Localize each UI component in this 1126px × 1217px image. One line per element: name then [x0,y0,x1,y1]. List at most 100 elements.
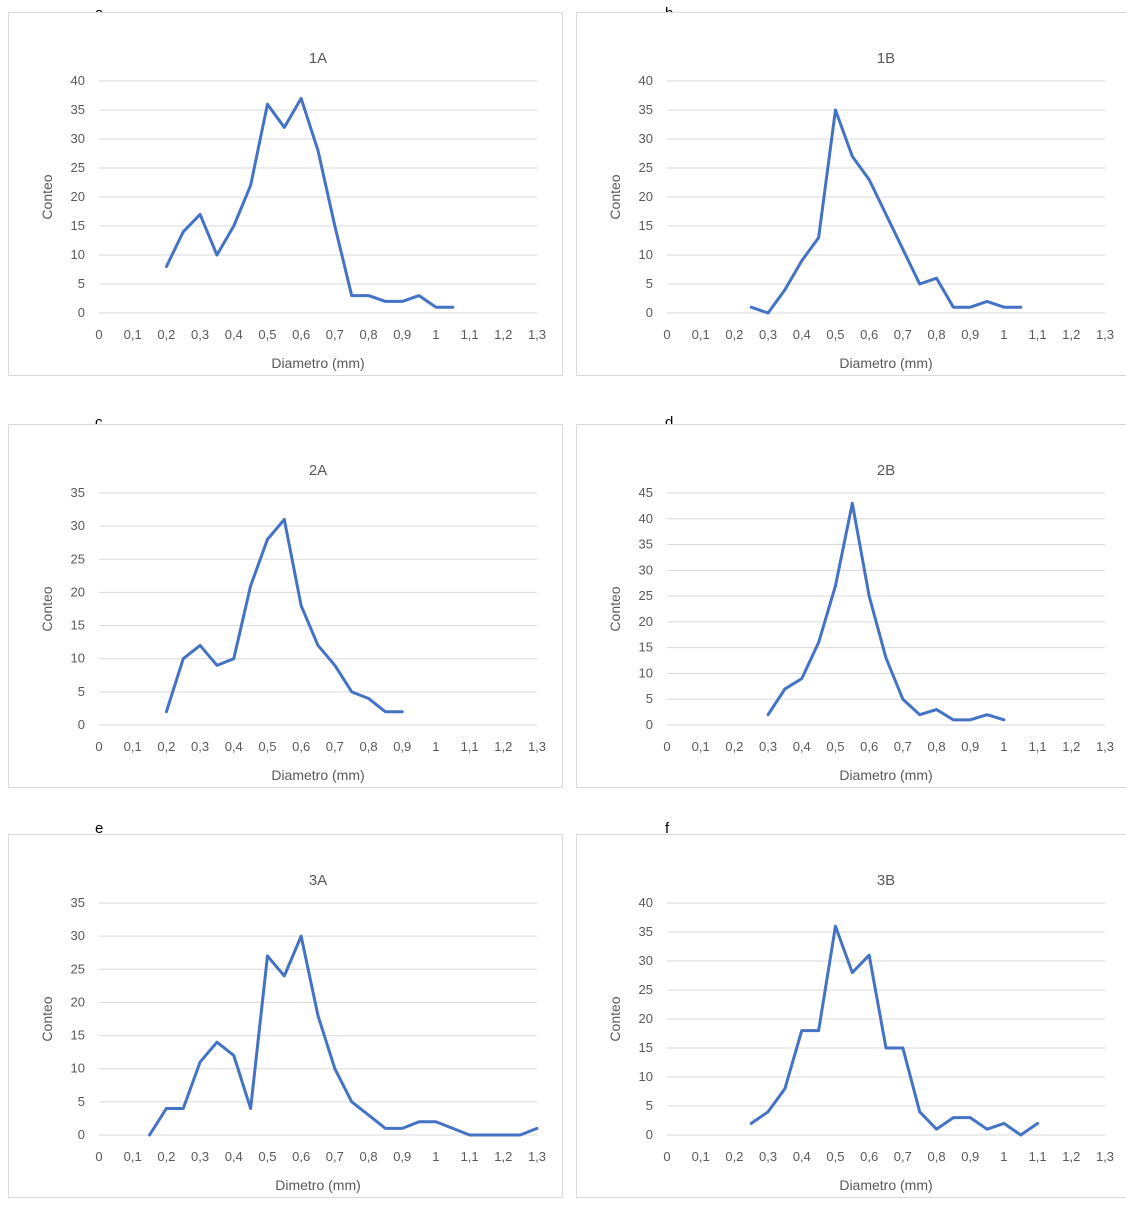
data-point [485,1133,488,1137]
x-tick-label: 0,7 [894,327,912,342]
data-point [165,710,168,713]
y-tick-label: 40 [71,73,85,88]
y-tick-label: 45 [639,485,653,500]
data-point [299,934,303,938]
data-point [952,306,955,309]
data-point [182,230,185,233]
y-tick-label: 20 [639,1011,653,1026]
y-axis-title: Conteo [39,996,55,1041]
x-tick-label: 0,5 [826,327,844,342]
y-axis-title: Conteo [607,586,623,631]
series-line [164,96,455,309]
x-tick-label: 0,6 [292,739,310,754]
data-point [985,713,989,716]
x-tick-label: 1,3 [1096,739,1114,754]
data-point [451,306,454,309]
x-tick-label: 0,4 [793,1149,811,1164]
y-tick-label: 5 [78,684,85,699]
data-point [867,594,871,598]
y-tick-label: 5 [646,1098,653,1113]
y-tick-label: 10 [639,1069,653,1084]
data-point [800,259,803,262]
x-tick-label: 0,8 [927,327,945,342]
x-tick-label: 1,3 [528,1149,546,1164]
y-tick-label: 25 [639,588,653,603]
x-tick-label: 0,9 [393,327,411,342]
data-point [884,656,888,660]
data-point [935,1128,938,1131]
y-tick-label: 25 [639,160,653,175]
chart-1a-svg: 1A 0 5 10 15 20 25 30 35 40 0 0,1 0,2 0,3 0,4 0,5 0,6 0,7… [39,50,546,371]
x-tick-label: 0,4 [225,1149,243,1164]
data-point [367,697,370,700]
x-tick-label: 0 [95,327,102,342]
data-point [952,1116,955,1119]
data-point [901,698,905,701]
data-point [333,664,337,667]
y-axis-title: Conteo [39,586,55,631]
data-point [266,954,269,958]
y-tick-label: 35 [71,485,85,500]
series-line [749,924,1040,1137]
x-tick-label: 0,9 [961,1149,979,1164]
x-tick-label: 1,1 [461,739,479,754]
x-tick-label: 0,2 [725,1149,743,1164]
y-tick-label: 0 [646,1127,653,1142]
data-point [266,538,269,541]
x-tick-label: 1,3 [528,327,546,342]
data-point [232,224,235,228]
data-point [417,1120,421,1123]
y-tick-label: 30 [639,953,653,968]
data-point [350,294,353,297]
data-point [316,149,320,152]
data-point [935,708,938,711]
chart-3a-svg: 3A 0 5 10 15 20 25 30 35 0 0,1 0,2 0,3 0,4 0,5 0,6 0,7 0,… [39,872,546,1193]
y-tick-label: 30 [71,518,85,533]
x-tick-label: 0,7 [326,739,344,754]
x-tick-label: 0,7 [894,1149,912,1164]
y-tick-label: 10 [639,247,653,262]
y-tick-label: 20 [639,614,653,629]
y-tick-label: 5 [78,276,85,291]
y-tick-label: 40 [639,511,653,526]
data-point [884,213,888,216]
x-tick-label: 1,1 [461,1149,479,1164]
x-tick-label: 0,5 [258,739,276,754]
y-tick-label: 20 [71,584,85,599]
chart-2b-svg: 2B 0 5 10 15 20 25 30 35 40 45 0 0,1 0,2 0,3 0,4 0,5 0,6 0… [607,462,1114,783]
y-tick-label: 25 [71,961,85,976]
series-line [148,934,539,1137]
panel-letter-c: c [95,414,103,431]
y-tick-label: 30 [71,131,85,146]
y-axis-title: Conteo [607,174,623,219]
data-point [750,1122,753,1125]
x-tick-label: 0,4 [225,739,243,754]
x-tick-label: 0 [95,739,102,754]
data-point [148,1133,151,1137]
data-point [367,1113,370,1117]
data-point [1002,306,1006,309]
y-tick-label: 20 [639,189,653,204]
x-tick-label: 0,2 [157,1149,175,1164]
y-tick-label: 15 [639,1040,653,1055]
y-tick-label: 15 [639,218,653,233]
x-tick-label: 0,1 [692,327,710,342]
chart-1b-svg: 1B 0 5 10 15 20 25 30 35 40 0 0,1 0,2 0,3 0,4 0,5 0,6 0,7… [607,50,1114,371]
data-point [918,282,921,286]
x-tick-label: 0,6 [292,1149,310,1164]
y-tick-label: 35 [639,537,653,552]
x-tick-label: 1,3 [528,739,546,754]
data-point [834,108,837,112]
x-tick-label: 0,1 [124,739,142,754]
x-axis-title: Diametro (mm) [839,767,932,783]
y-tick-label: 30 [639,131,653,146]
x-tick-label: 0,1 [692,739,710,754]
y-tick-label: 35 [71,102,85,117]
x-tick-label: 0,5 [258,327,276,342]
x-tick-label: 1 [1000,739,1007,754]
y-tick-label: 25 [639,982,653,997]
x-tick-label: 0,7 [894,739,912,754]
y-tick-label: 10 [71,1061,85,1076]
chart-title: 2A [309,462,327,479]
y-tick-label: 0 [646,717,653,732]
